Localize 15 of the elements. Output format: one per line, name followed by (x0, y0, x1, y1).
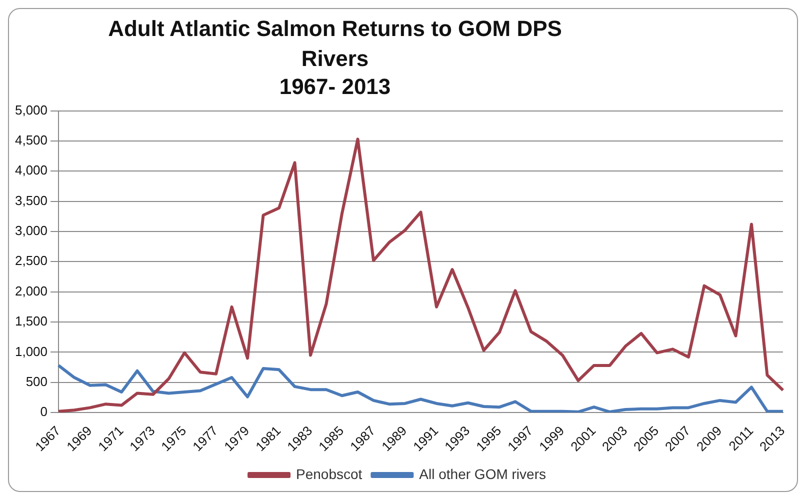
y-tick-label: 3,500 (14, 192, 48, 208)
legend-label: Penobscot (296, 466, 362, 482)
y-tick-label: 500 (26, 374, 48, 389)
y-tick-label: 4,500 (14, 132, 48, 148)
y-tick-label: 1,500 (14, 314, 48, 329)
y-tick-label: 3,000 (14, 223, 48, 238)
y-tick-label: 2,500 (14, 253, 48, 268)
y-tick-label: 2,000 (14, 283, 48, 298)
chart-title: Adult Atlantic Salmon Returns to GOM DPS Rivers (107, 15, 563, 73)
y-tick-label: 1,000 (14, 344, 48, 359)
legend-label: All other GOM rivers (419, 466, 546, 482)
y-tick-label: 0 (40, 404, 48, 420)
y-tick-label: 5,000 (14, 102, 48, 118)
y-tick-label: 4,000 (14, 162, 48, 178)
chart-subtitle: 1967- 2013 (278, 74, 392, 100)
